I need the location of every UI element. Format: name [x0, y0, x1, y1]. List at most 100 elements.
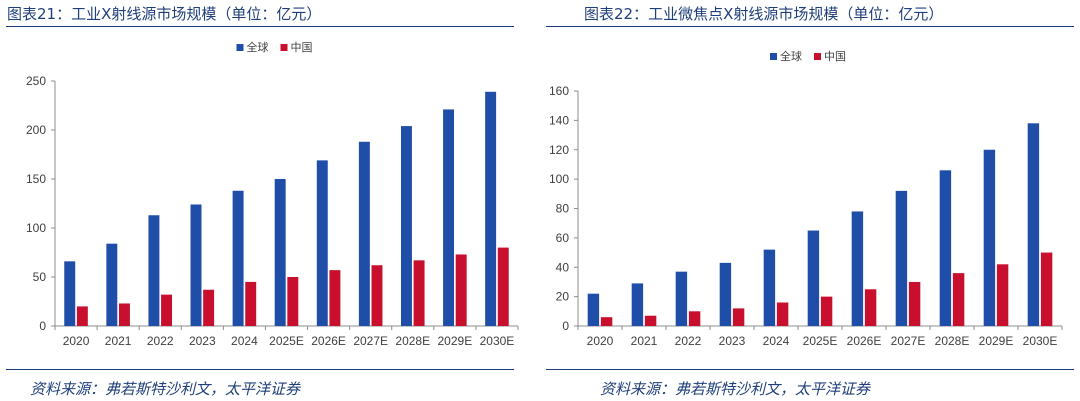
bar-china [203, 289, 215, 326]
y-tick-label: 50 [33, 270, 47, 284]
chart-panel-microfocus-market-size: 图表22：工业微焦点X射线源市场规模（单位：亿元） 0 20 40 60 80 100 12… [540, 0, 1080, 401]
x-tick-label: 2026E [311, 334, 346, 348]
bar-global [64, 261, 76, 326]
bar-global [587, 293, 600, 326]
x-tick-label: 2023 [719, 334, 746, 348]
source-divider [546, 369, 1074, 370]
bar-global [190, 204, 202, 326]
x-tick-label: 2020 [587, 334, 614, 348]
bar-china [952, 273, 965, 326]
legend-label: 中国 [824, 50, 846, 63]
bar-chart-microfocus-xray-market: 0 20 40 60 80 100 120 140 160 2020 2021 2022 2023 202… [549, 49, 1063, 348]
chart-source: 资料来源：弗若斯特沙利文，太平洋证券 [600, 380, 871, 398]
bar-global [232, 190, 244, 326]
y-tick-label: 120 [549, 143, 569, 157]
bar-china [864, 289, 877, 326]
y-tick-label: 60 [556, 231, 570, 245]
bar-china [688, 311, 701, 326]
x-tick-label: 2028E [395, 334, 430, 348]
bar-china [371, 265, 383, 326]
bar-global [400, 126, 412, 326]
bar-global [443, 109, 455, 326]
title-divider [6, 26, 514, 27]
bar-global [895, 190, 908, 326]
bar-china [497, 247, 509, 326]
y-tick-label: 20 [556, 290, 570, 304]
bar-china [644, 315, 657, 326]
bar-global [851, 211, 864, 326]
x-tick-label: 2025E [803, 334, 838, 348]
y-tick-label: 160 [549, 84, 569, 98]
bar-global [1027, 123, 1040, 326]
bar-china [1040, 252, 1053, 326]
x-tick-label: 2024 [763, 334, 790, 348]
bar-china [908, 281, 921, 326]
bar-global [316, 160, 328, 326]
bar-global [719, 262, 732, 326]
bar-global [807, 230, 820, 326]
y-tick-label: 100 [26, 221, 46, 235]
bar-global [106, 243, 118, 326]
x-tick-label: 2027E [353, 334, 388, 348]
bar-global [358, 141, 370, 326]
bar-china [732, 308, 745, 326]
bar-global [274, 179, 286, 326]
bar-global [148, 215, 160, 326]
bar-global [763, 249, 776, 326]
title-divider [546, 26, 1074, 27]
bar-global [939, 170, 952, 326]
y-tick-label: 100 [549, 172, 569, 186]
x-tick-label: 2022 [147, 334, 174, 348]
x-tick-label: 2024 [231, 334, 258, 348]
bar-china [245, 281, 257, 326]
source-divider [6, 369, 514, 370]
bar-china [996, 264, 1009, 326]
x-tick-label: 2027E [891, 334, 926, 348]
bar-china [76, 306, 88, 326]
legend-swatch [236, 44, 244, 51]
chart-panel-market-size: 图表21：工业X射线源市场规模（单位：亿元） 0 50 100 150 200 250 20… [6, 5, 519, 398]
bar-china [413, 260, 425, 326]
x-tick-label: 2029E [438, 334, 473, 348]
x-tick-label: 2028E [935, 334, 970, 348]
bar-china [820, 296, 833, 326]
y-tick-label: 0 [39, 319, 46, 333]
bar-china [776, 302, 789, 326]
legend-swatch [280, 44, 288, 51]
bar-china [329, 270, 341, 326]
bar-china [161, 294, 173, 326]
x-tick-label: 2026E [847, 334, 882, 348]
legend-label: 全球 [247, 40, 269, 54]
bar-china [600, 317, 613, 326]
y-tick-label: 250 [26, 74, 46, 88]
chart-title: 图表22：工业微焦点X射线源市场规模（单位：亿元） [584, 5, 944, 23]
chart-legend: 全球 中国 [236, 40, 313, 54]
bar-china [287, 277, 299, 326]
x-tick-label: 2030E [480, 334, 515, 348]
legend-label: 中国 [291, 41, 313, 54]
y-tick-label: 140 [549, 113, 569, 127]
chart-source: 资料来源：弗若斯特沙利文，太平洋证券 [30, 380, 301, 398]
bar-global [983, 149, 996, 326]
legend-swatch [770, 53, 777, 60]
x-tick-label: 2029E [979, 334, 1014, 348]
legend-swatch [814, 53, 821, 60]
y-tick-label: 40 [556, 260, 570, 274]
x-tick-label: 2023 [189, 334, 216, 348]
x-tick-label: 2022 [675, 334, 702, 348]
legend-label: 全球 [780, 49, 802, 63]
bar-china [118, 303, 130, 326]
x-tick-label: 2021 [631, 334, 658, 348]
chart-title: 图表21：工业X射线源市场规模（单位：亿元） [7, 5, 322, 23]
y-tick-label: 150 [26, 172, 46, 186]
chart-legend: 全球 中国 [770, 49, 846, 63]
y-tick-label: 0 [562, 319, 569, 333]
x-tick-label: 2030E [1023, 334, 1058, 348]
x-tick-label: 2020 [63, 334, 90, 348]
bar-china [455, 254, 467, 326]
bar-global [631, 283, 644, 326]
bar-global [675, 271, 688, 326]
y-tick-label: 200 [26, 123, 46, 137]
x-tick-label: 2025E [269, 334, 304, 348]
bar-chart-industrial-xray-market: 0 50 100 150 200 250 2020 2021 2022 2023 2024 2025E… [26, 40, 519, 348]
